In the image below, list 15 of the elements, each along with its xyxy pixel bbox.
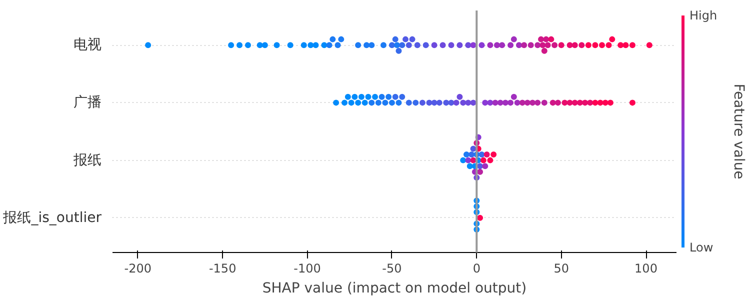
x-tick-label: 0	[472, 262, 480, 276]
y-tick-label: 广播	[74, 94, 102, 111]
x-tick-label: -200	[124, 262, 152, 276]
text: High	[690, 8, 718, 22]
y-tick-label: 报纸	[72, 152, 102, 168]
y-tick-label: 电视	[74, 37, 102, 54]
x-axis-title: SHAP value (impact on model output)	[262, 280, 527, 296]
y-tick-label: 报纸_is_outlier	[2, 210, 102, 226]
x-tick-label: -50	[382, 262, 402, 276]
text: Low	[690, 240, 714, 254]
color-bar-title: Feature value	[730, 84, 746, 180]
x-tick-label: -150	[208, 262, 236, 276]
x-tick-label: 100	[634, 262, 658, 276]
x-tick-label: -100	[294, 262, 321, 276]
x-tick-label: 50	[554, 262, 569, 276]
